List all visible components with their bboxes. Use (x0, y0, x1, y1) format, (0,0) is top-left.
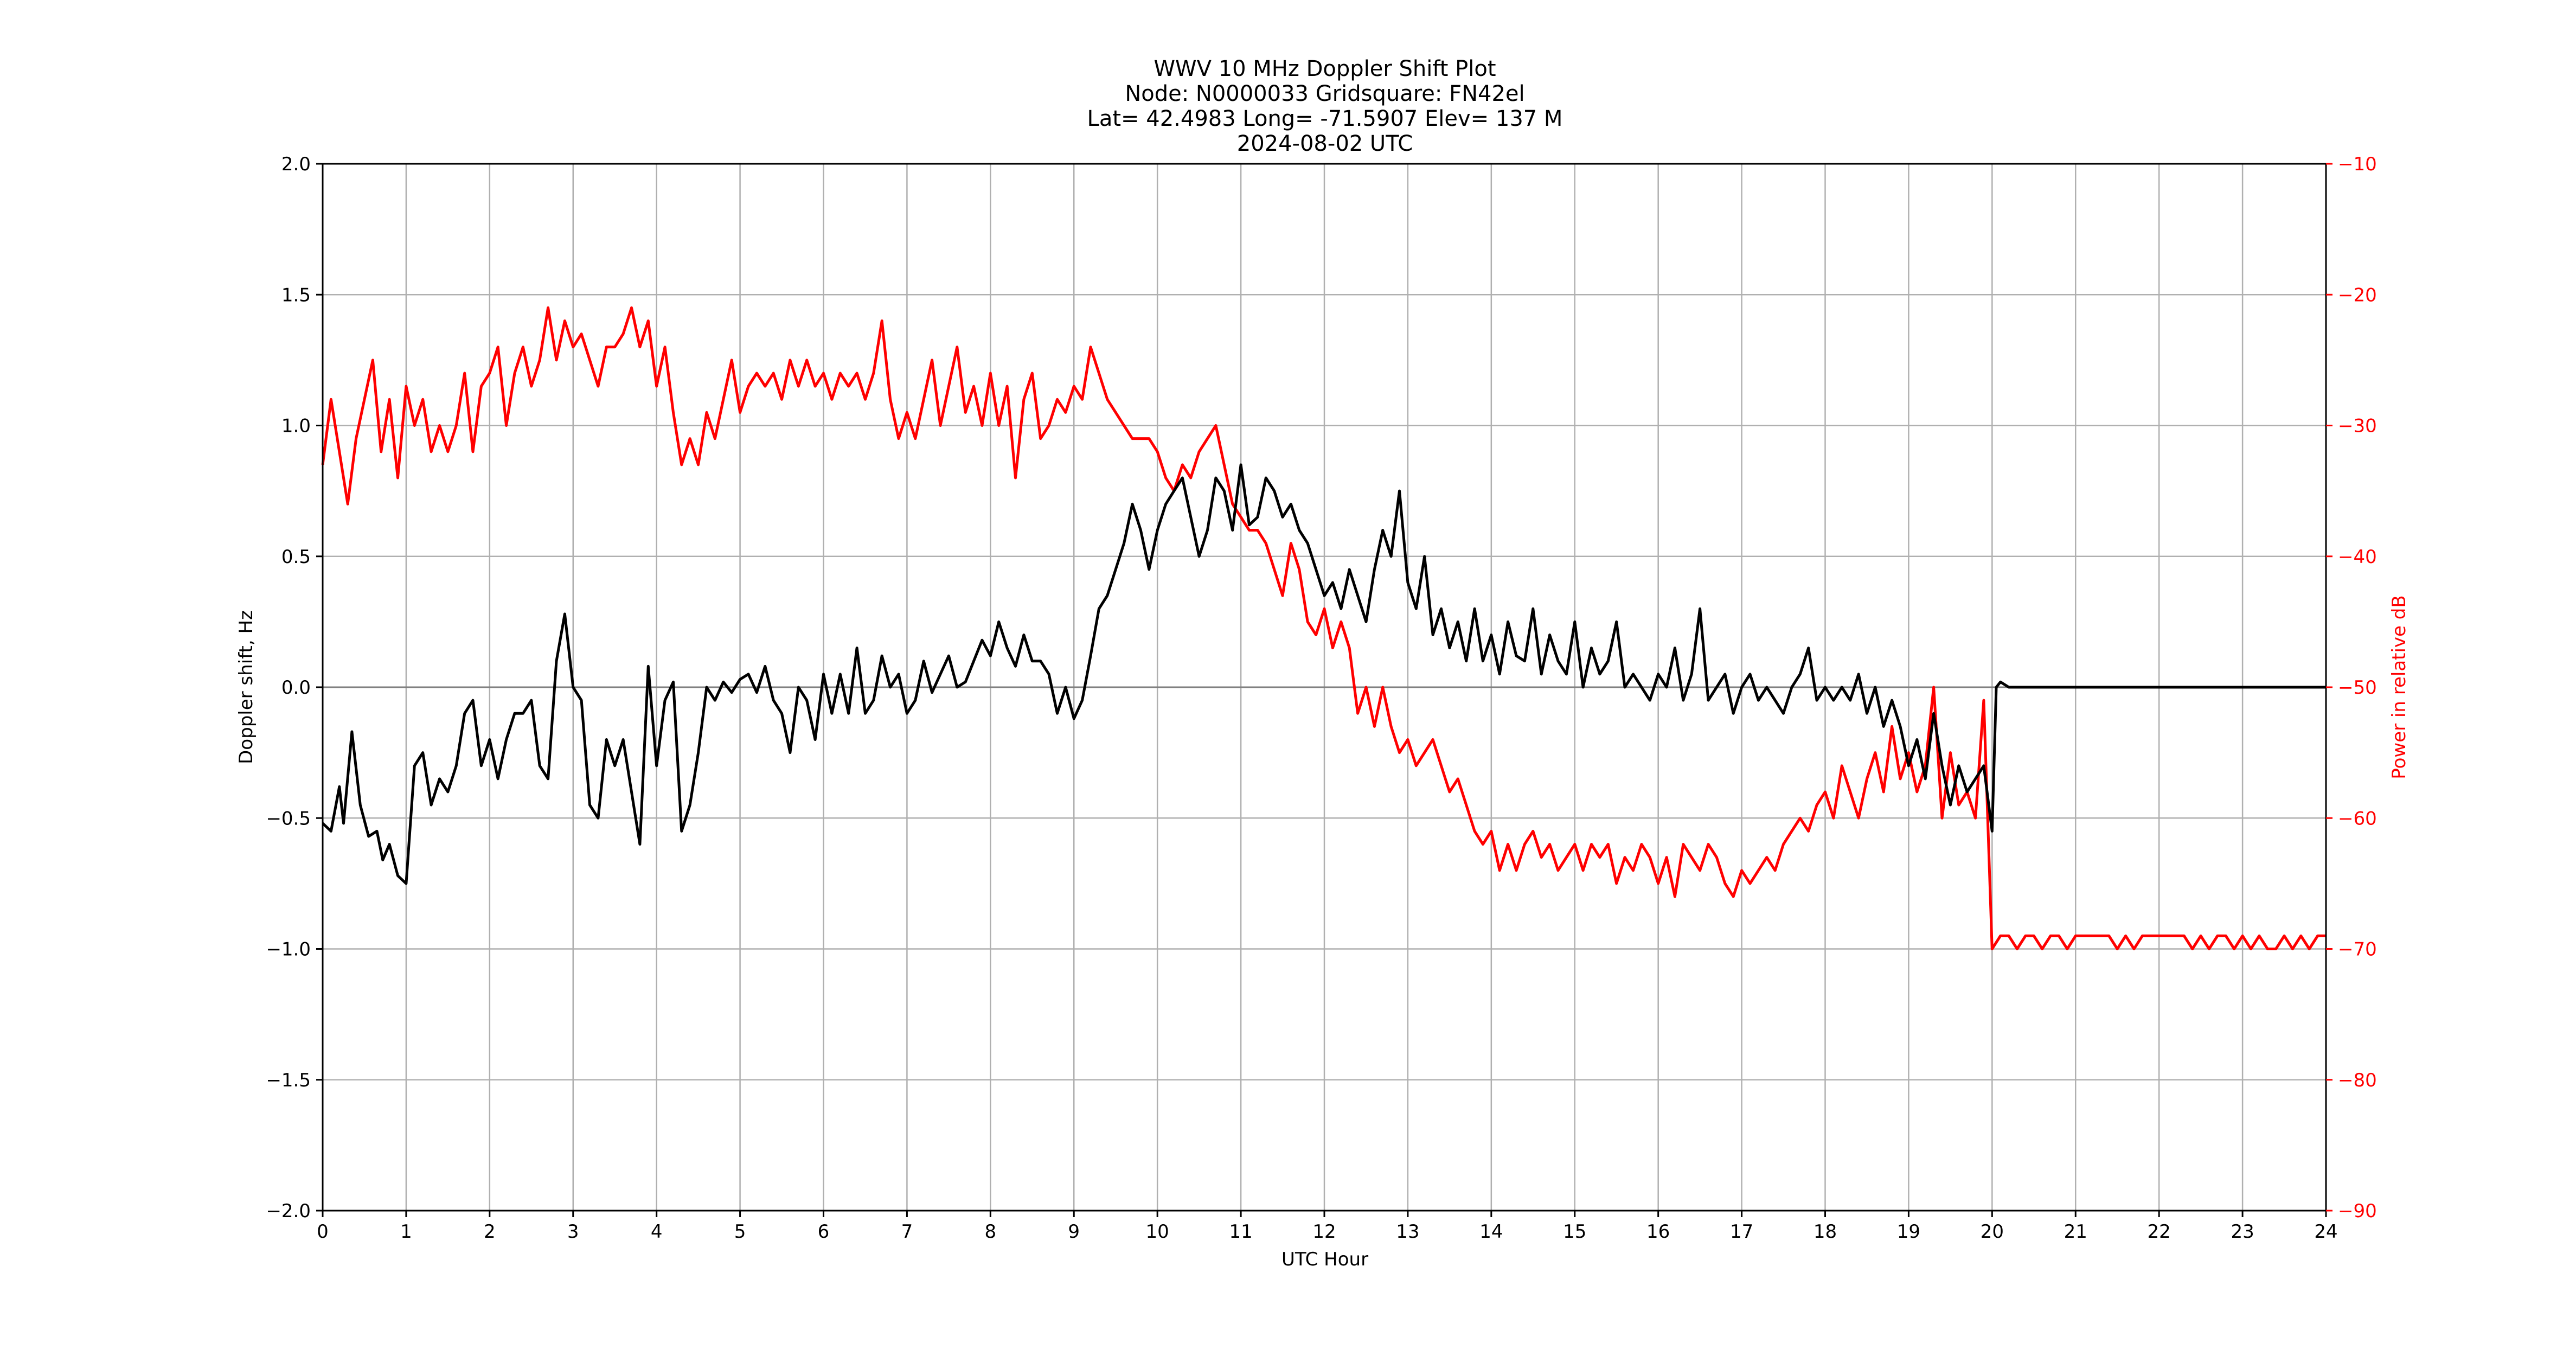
x-tick-label: 19 (1897, 1221, 1920, 1243)
x-tick-label: 4 (651, 1221, 663, 1243)
power-series-line (321, 306, 2326, 950)
x-tick-label: 7 (901, 1221, 913, 1243)
y-right-tick-label: −50 (2338, 677, 2377, 699)
x-tick-label: 13 (1396, 1221, 1419, 1243)
x-tick-label: 12 (1312, 1221, 1336, 1243)
x-tick-label: 0 (317, 1221, 329, 1243)
x-tick-label: 6 (818, 1221, 830, 1243)
x-tick-label: 22 (2148, 1221, 2171, 1243)
x-axis: 0 1 2 3 4 5 6 7 8 9 10 11 12 13 14 15 16 17 18 19 20 21 22 23 24 (317, 1211, 2338, 1243)
y-right-tick-label: −60 (2338, 808, 2377, 829)
y-right-tick-label: −10 (2338, 153, 2377, 175)
x-tick-label: 10 (1146, 1221, 1169, 1243)
x-tick-label: 18 (1814, 1221, 1837, 1243)
y-right-tick-label: −30 (2338, 415, 2377, 437)
x-tick-label: 24 (2314, 1221, 2337, 1243)
y-axis-right-label: Power in relative dB (2388, 595, 2410, 779)
y-left-tick-label: 1.5 (281, 284, 311, 306)
y-right-tick-label: −40 (2338, 546, 2377, 568)
y-left-tick-label: 0.0 (281, 677, 311, 699)
y-axis-right: −10 −20 −30 −40 −50 −60 −70 −80 −90 (2326, 153, 2377, 1222)
x-tick-label: 20 (1981, 1221, 2004, 1243)
title-line-2: Node: N0000033 Gridsquare: FN42el (1125, 81, 1524, 106)
x-axis-label: UTC Hour (1281, 1249, 1368, 1270)
x-tick-label: 21 (2064, 1221, 2087, 1243)
x-tick-label: 16 (1646, 1221, 1670, 1243)
y-left-tick-label: 1.0 (281, 415, 311, 437)
y-left-tick-label: 2.0 (281, 153, 311, 175)
x-tick-label: 3 (567, 1221, 579, 1243)
doppler-series-line (322, 463, 2326, 885)
x-tick-label: 17 (1730, 1221, 1753, 1243)
y-left-tick-label: 0.5 (281, 546, 311, 568)
title-line-3: Lat= 42.4983 Long= -71.5907 Elev= 137 M (1087, 106, 1563, 131)
x-tick-label: 1 (400, 1221, 412, 1243)
y-left-tick-label: −2.0 (266, 1200, 311, 1222)
y-right-tick-label: −90 (2338, 1200, 2377, 1222)
x-tick-label: 8 (985, 1221, 997, 1243)
y-right-tick-label: −20 (2338, 284, 2377, 306)
title-line-1: WWV 10 MHz Doppler Shift Plot (1154, 56, 1496, 81)
y-left-tick-label: −1.0 (266, 939, 311, 961)
y-left-tick-label: −1.5 (266, 1070, 311, 1091)
y-right-tick-label: −80 (2338, 1070, 2377, 1091)
x-tick-label: 14 (1479, 1221, 1503, 1243)
series-layer (321, 306, 2326, 950)
x-tick-label: 5 (734, 1221, 746, 1243)
x-tick-label: 2 (484, 1221, 496, 1243)
title-line-4: 2024-08-02 UTC (1237, 131, 1413, 156)
x-tick-label: 23 (2231, 1221, 2254, 1243)
y-right-tick-label: −70 (2338, 939, 2377, 961)
x-tick-label: 15 (1563, 1221, 1586, 1243)
y-axis-left: 2.0 1.5 1.0 0.5 0.0 −0.5 −1.0 −1.5 −2.0 (266, 153, 323, 1222)
y-axis-left-label: Doppler shift, Hz (235, 610, 257, 764)
chart-title: WWV 10 MHz Doppler Shift Plot Node: N000… (1087, 56, 1563, 156)
y-left-tick-label: −0.5 (266, 808, 311, 829)
x-tick-label: 9 (1068, 1221, 1080, 1243)
x-tick-label: 11 (1229, 1221, 1252, 1243)
